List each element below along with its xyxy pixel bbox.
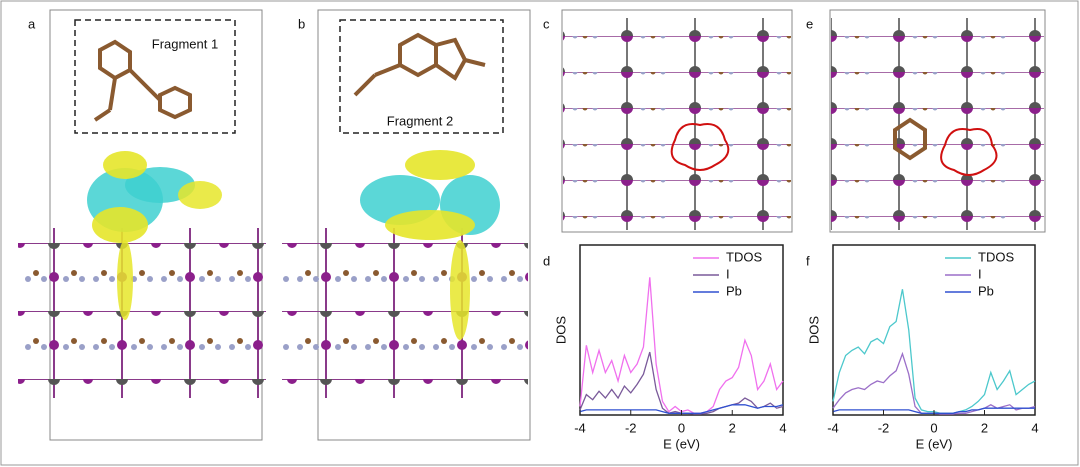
lattice <box>18 228 266 398</box>
panel-label: c <box>543 16 550 31</box>
fragment-label: Fragment 2 <box>387 113 453 128</box>
x-tick-label: 2 <box>981 420 988 435</box>
legend-label: TDOS <box>978 249 1014 264</box>
lattice <box>831 18 1044 230</box>
charge-density <box>360 150 500 340</box>
panel-frame <box>829 9 1046 233</box>
fragment-box <box>339 19 504 134</box>
legend-label: Pb <box>726 283 742 298</box>
lattice <box>563 18 791 230</box>
fragment-box <box>74 19 236 134</box>
panel-frame <box>561 9 793 233</box>
legend-label: I <box>726 266 730 281</box>
panel-label: d <box>543 253 550 268</box>
molecule <box>353 32 486 97</box>
x-tick-label: 4 <box>779 420 786 435</box>
x-axis-label: E (eV) <box>916 436 953 451</box>
x-tick-label: 0 <box>678 420 685 435</box>
molecule <box>93 39 192 122</box>
panel-frame <box>317 9 531 441</box>
fragment-label: Fragment 1 <box>152 36 218 51</box>
legend-label: I <box>978 266 982 281</box>
x-tick-label: -2 <box>878 420 890 435</box>
interaction-contour <box>940 128 998 176</box>
lattice <box>282 228 528 398</box>
x-tick-label: -2 <box>625 420 637 435</box>
interaction-contour <box>670 123 730 171</box>
x-tick-label: -4 <box>827 420 839 435</box>
panel-frame <box>49 9 263 441</box>
panel-label: a <box>28 16 36 31</box>
panel-label: f <box>806 253 810 268</box>
x-axis-label: E (eV) <box>663 436 700 451</box>
x-tick-label: -4 <box>574 420 586 435</box>
legend-label: Pb <box>978 283 994 298</box>
x-tick-label: 4 <box>1031 420 1038 435</box>
panel-label: e <box>806 16 813 31</box>
molecule <box>893 117 927 161</box>
y-axis-label: DOS <box>806 316 821 345</box>
charge-density <box>87 151 222 320</box>
x-tick-label: 0 <box>930 420 937 435</box>
y-axis-label: DOS <box>553 316 568 345</box>
legend-label: TDOS <box>726 249 762 264</box>
panel-label: b <box>298 16 305 31</box>
x-tick-label: 2 <box>729 420 736 435</box>
